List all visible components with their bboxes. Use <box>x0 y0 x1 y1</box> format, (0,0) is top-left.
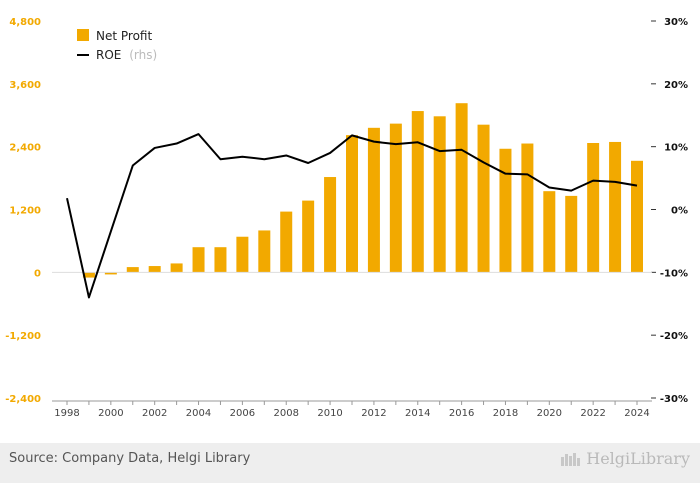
y-left-tick-label: 4,800 <box>9 17 41 28</box>
net-profit-bar <box>302 200 315 273</box>
net-profit-bar <box>214 247 227 273</box>
chart: 4,800 3,600 2,400 1,200 0 -1,200 -2,400 30% 20%… <box>5 17 688 419</box>
x-tick-label: 2016 <box>449 408 474 419</box>
net-profit-bar <box>411 111 424 273</box>
source-note: Source: Company Data, Helgi Library <box>9 451 251 466</box>
x-tick-label: 2004 <box>186 408 211 419</box>
y-right-tick-label: 20% <box>664 80 688 91</box>
y-right-tick-label: 10% <box>664 143 688 154</box>
x-tick-label: 2014 <box>405 408 430 419</box>
x-tick-label: 2018 <box>493 408 518 419</box>
x-tick-label: 2022 <box>580 408 605 419</box>
brand-logo: HelgiLibrary <box>560 449 690 468</box>
net-profit-bar <box>631 160 643 273</box>
net-profit-bar <box>543 191 556 273</box>
legend-roe-label: ROE (rhs) <box>96 48 157 62</box>
net-profit-bar <box>126 267 139 273</box>
x-tick-label: 2012 <box>361 408 386 419</box>
x-tick-label: 2008 <box>274 408 299 419</box>
x-tick-label: 2020 <box>537 408 562 419</box>
x-tick-label: 2000 <box>98 408 123 419</box>
net-profit-bar <box>104 272 117 275</box>
net-profit-bar <box>192 247 205 273</box>
net-profit-bar <box>258 230 271 273</box>
library-icon <box>561 452 581 466</box>
net-profit-bar <box>82 272 95 278</box>
y-right-tick-label: -30% <box>660 394 688 405</box>
net-profit-bars <box>82 103 643 278</box>
roe-line <box>66 133 638 299</box>
x-tick-label: 2002 <box>142 408 167 419</box>
y-left-tick-label: -1,200 <box>5 331 41 342</box>
net-profit-bar <box>280 211 293 273</box>
net-profit-bar <box>346 135 358 273</box>
y-left-tick-label: 1,200 <box>9 206 41 217</box>
x-tick-label: 2024 <box>624 408 649 419</box>
legend: Net Profit ROE (rhs) <box>77 29 157 62</box>
net-profit-bar <box>565 195 578 273</box>
x-axis: 1998 2000 2002 2004 2006 2008 2010 2012 2014 2016… <box>52 400 652 419</box>
y-left-tick-label: 2,400 <box>9 143 41 154</box>
y-axis-left: 4,800 3,600 2,400 1,200 0 -1,200 -2,400 <box>5 17 41 405</box>
y-axis-right: 30% 20% 10% 0% -10% -20% -30% <box>651 17 688 405</box>
net-profit-bar <box>148 266 161 273</box>
y-right-tick-label: 0% <box>671 206 688 217</box>
y-right-tick-label: 30% <box>664 17 688 28</box>
net-profit-bar <box>367 127 380 273</box>
y-left-tick-label: 0 <box>34 268 41 279</box>
y-left-tick-label: -2,400 <box>5 394 41 405</box>
x-tick-label: 2006 <box>230 408 255 419</box>
net-profit-bar <box>236 236 249 273</box>
net-profit-bar <box>324 177 337 273</box>
legend-net-profit-label: Net Profit <box>96 29 152 43</box>
net-profit-bar <box>477 124 490 273</box>
net-profit-bar <box>389 123 402 273</box>
y-right-tick-label: -10% <box>660 268 688 279</box>
net-profit-bar <box>433 116 446 273</box>
footer-bar <box>0 443 700 483</box>
net-profit-bar <box>499 148 512 273</box>
net-profit-bar <box>521 143 534 273</box>
y-left-tick-label: 3,600 <box>9 80 41 91</box>
net-profit-bar <box>609 141 622 273</box>
brand-name: HelgiLibrary <box>586 449 690 468</box>
x-tick-label: 2010 <box>317 408 342 419</box>
roe-line-path <box>66 133 638 299</box>
net-profit-bar <box>170 263 183 273</box>
legend-net-profit-swatch <box>77 29 89 41</box>
net-profit-bar <box>587 143 600 273</box>
y-right-tick-label: -20% <box>660 331 688 342</box>
net-profit-bar <box>455 103 468 273</box>
x-tick-label: 1998 <box>54 408 79 419</box>
